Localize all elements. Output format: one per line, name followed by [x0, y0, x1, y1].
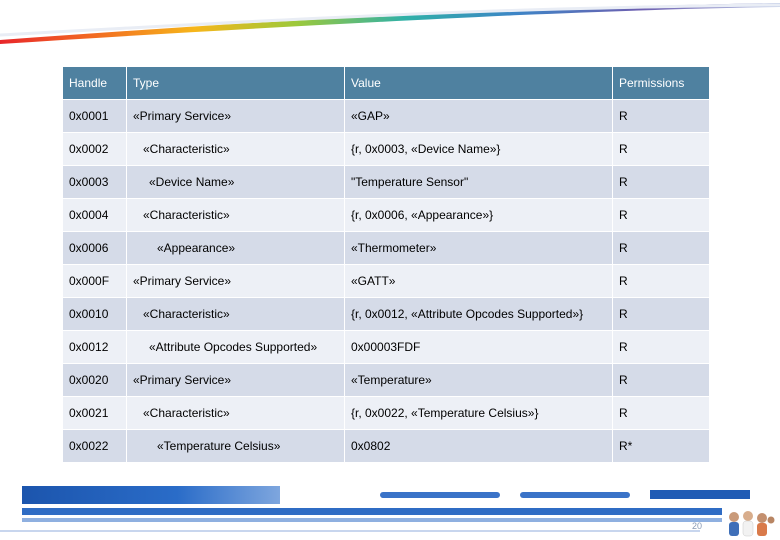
- gatt-attribute-table: Handle Type Value Permissions 0x0001 «Pr…: [62, 66, 710, 463]
- type-cell: «Device Name»: [126, 165, 345, 199]
- page-number: 20: [692, 521, 703, 531]
- column-header-handle: Handle: [62, 66, 127, 100]
- handle-cell: 0x0004: [62, 198, 127, 232]
- table-row: 0x0006 «Appearance» «Thermometer» R: [62, 231, 710, 265]
- type-cell: «Primary Service»: [126, 264, 345, 298]
- type-cell: «Characteristic»: [126, 396, 345, 430]
- handle-cell: 0x0020: [62, 363, 127, 397]
- handle-cell: 0x0010: [62, 297, 127, 331]
- type-cell: «Primary Service»: [126, 363, 345, 397]
- value-cell: «GAP»: [344, 99, 613, 133]
- value-cell: {r, 0x0006, «Appearance»}: [344, 198, 613, 232]
- value-cell: 0x00003FDF: [344, 330, 613, 364]
- permission-cell: R: [612, 330, 710, 364]
- permission-cell: R: [612, 231, 710, 265]
- permission-cell: R: [612, 396, 710, 430]
- value-cell: «GATT»: [344, 264, 613, 298]
- table-row: 0x0002 «Characteristic» {r, 0x0003, «Dev…: [62, 132, 710, 166]
- type-cell: «Attribute Opcodes Supported»: [126, 330, 345, 364]
- permission-cell: R: [612, 297, 710, 331]
- permission-cell: R: [612, 132, 710, 166]
- table-row: 0x0010 «Characteristic» {r, 0x0012, «Att…: [62, 297, 710, 331]
- table-row: 0x0001 «Primary Service» «GAP» R: [62, 99, 710, 133]
- handle-cell: 0x0003: [62, 165, 127, 199]
- type-cell: «Appearance»: [126, 231, 345, 265]
- people-photo-logo: [729, 511, 775, 537]
- table-row: 0x000F «Primary Service» «GATT» R: [62, 264, 710, 298]
- column-header-type: Type: [126, 66, 345, 100]
- permission-cell: R: [612, 99, 710, 133]
- type-cell: «Temperature Celsius»: [126, 429, 345, 463]
- top-rainbow-swoosh: [0, 3, 780, 44]
- type-cell: «Characteristic»: [126, 132, 345, 166]
- value-cell: {r, 0x0022, «Temperature Celsius»}: [344, 396, 613, 430]
- value-cell: «Thermometer»: [344, 231, 613, 265]
- permission-cell: R: [612, 165, 710, 199]
- table-header-row: Handle Type Value Permissions: [62, 66, 710, 100]
- table-row: 0x0003 «Device Name» "Temperature Sensor…: [62, 165, 710, 199]
- type-cell: «Characteristic»: [126, 198, 345, 232]
- handle-cell: 0x0006: [62, 231, 127, 265]
- permission-cell: R: [612, 264, 710, 298]
- value-cell: {r, 0x0003, «Device Name»}: [344, 132, 613, 166]
- table-row: 0x0020 «Primary Service» «Temperature» R: [62, 363, 710, 397]
- permission-cell: R: [612, 198, 710, 232]
- type-cell: «Characteristic»: [126, 297, 345, 331]
- column-header-permissions: Permissions: [612, 66, 710, 100]
- handle-cell: 0x0002: [62, 132, 127, 166]
- handle-cell: 0x0012: [62, 330, 127, 364]
- column-header-value: Value: [344, 66, 613, 100]
- table-row: 0x0004 «Characteristic» {r, 0x0006, «App…: [62, 198, 710, 232]
- value-cell: 0x0802: [344, 429, 613, 463]
- type-cell: «Primary Service»: [126, 99, 345, 133]
- permission-cell: R: [612, 363, 710, 397]
- table-row: 0x0012 «Attribute Opcodes Supported» 0x0…: [62, 330, 710, 364]
- handle-cell: 0x0001: [62, 99, 127, 133]
- value-cell: «Temperature»: [344, 363, 613, 397]
- handle-cell: 0x0021: [62, 396, 127, 430]
- value-cell: "Temperature Sensor": [344, 165, 613, 199]
- permission-cell: R*: [612, 429, 710, 463]
- table-row: 0x0021 «Characteristic» {r, 0x0022, «Tem…: [62, 396, 710, 430]
- handle-cell: 0x000F: [62, 264, 127, 298]
- table-row: 0x0022 «Temperature Celsius» 0x0802 R*: [62, 429, 710, 463]
- bottom-blue-swoosh: [0, 486, 750, 532]
- value-cell: {r, 0x0012, «Attribute Opcodes Supported…: [344, 297, 613, 331]
- handle-cell: 0x0022: [62, 429, 127, 463]
